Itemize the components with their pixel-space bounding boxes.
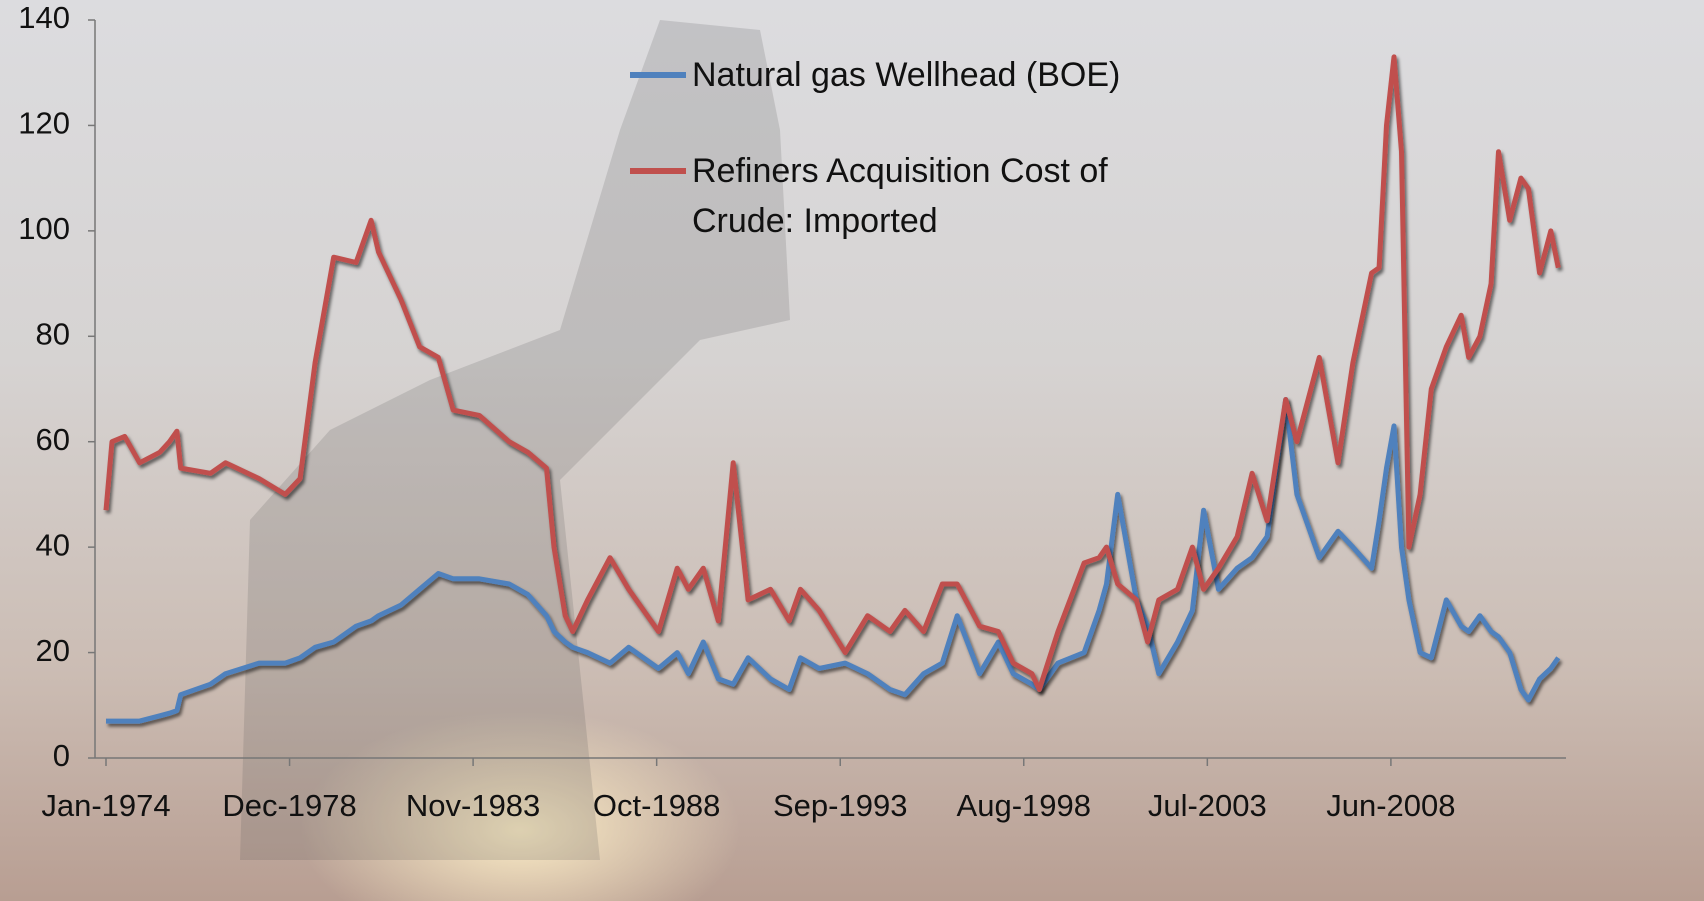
legend: Natural gas Wellhead (BOE) Refiners Acqui…	[630, 50, 1190, 292]
legend-label: Refiners Acquisition Cost of Crude: Impo…	[692, 152, 1108, 240]
background-silhouette	[240, 20, 790, 860]
y-tick-label: 100	[18, 211, 70, 246]
legend-entry: Refiners Acquisition Cost of Crude: Impo…	[630, 146, 1190, 246]
x-tick-label: Aug-1998	[957, 788, 1091, 823]
y-tick-label: 20	[36, 633, 70, 668]
x-tick-label: Nov-1983	[406, 788, 540, 823]
y-tick-label: 40	[36, 527, 70, 562]
y-tick-label: 0	[53, 738, 70, 773]
x-tick-label: Dec-1978	[222, 788, 356, 823]
y-tick-label: 80	[36, 316, 70, 351]
legend-entry: Natural gas Wellhead (BOE)	[630, 50, 1190, 100]
x-tick-label: Jun-2008	[1326, 788, 1455, 823]
legend-swatch	[630, 168, 686, 174]
x-tick-label: Sep-1993	[773, 788, 907, 823]
series-line	[103, 54, 1561, 692]
y-tick-label: 120	[18, 106, 70, 141]
x-tick-label: Jul-2003	[1148, 788, 1267, 823]
legend-swatch	[630, 72, 686, 78]
legend-label: Natural gas Wellhead (BOE)	[692, 56, 1121, 94]
x-tick-label: Jan-1974	[41, 788, 170, 823]
y-tick-label: 140	[18, 0, 70, 35]
x-tick-label: Oct-1988	[593, 788, 721, 823]
y-tick-label: 60	[36, 422, 70, 457]
series-line	[106, 397, 1561, 724]
